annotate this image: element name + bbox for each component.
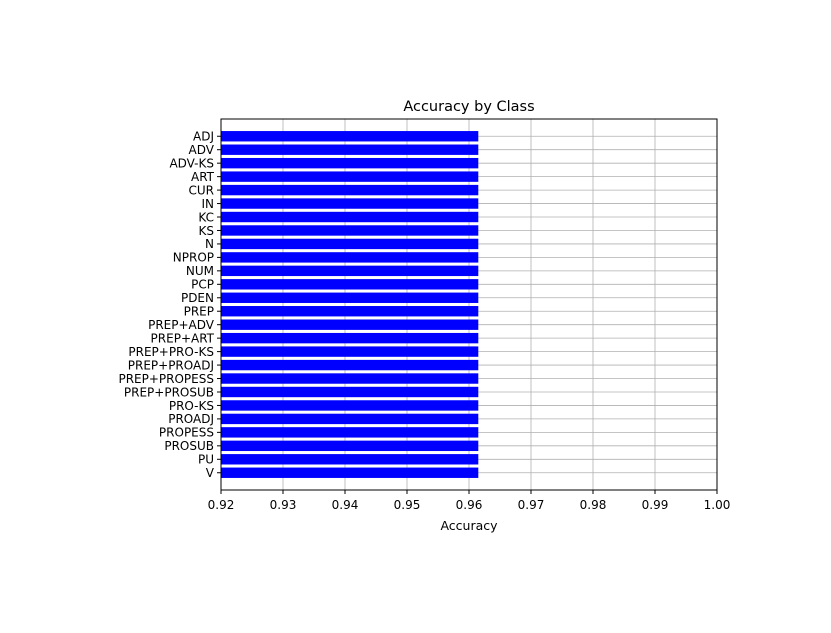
bar-prep (221, 306, 479, 317)
y-tick-label: NPROP (173, 251, 214, 265)
x-tick-layer: 0.92 0.93 0.94 0.95 0.96 0.97 0.98 0.99 1.00 (208, 490, 731, 512)
y-tick-label: CUR (189, 183, 215, 197)
y-tick-label: ADV-KS (169, 156, 214, 170)
y-tick-label: PREP+PRO-KS (128, 345, 214, 359)
bar-prosub (221, 440, 479, 452)
bar-v (221, 467, 479, 478)
y-tick-label: PREP+PROADJ (128, 358, 214, 372)
bar-pcp (221, 279, 479, 290)
x-tick-label: 0.93 (270, 498, 297, 512)
bar-prep+propess (221, 373, 479, 384)
x-tick-label: 0.97 (518, 498, 545, 512)
bar-pro-ks (221, 400, 479, 411)
bar-propess (221, 427, 479, 438)
x-tick-label: 1.00 (704, 498, 731, 512)
y-tick-label: ADJ (193, 130, 214, 144)
y-tick-label: PREP+PROPESS (118, 372, 214, 386)
x-tick-label: 0.92 (208, 498, 235, 512)
bar-cur (221, 184, 479, 196)
bar-prep+adv (221, 319, 479, 330)
y-tick-label: PROADJ (168, 412, 214, 426)
bar-num (221, 265, 479, 277)
bar-prep+prosub (221, 386, 479, 398)
y-tick-label: PROSUB (164, 439, 214, 453)
y-tick-label: PCP (191, 278, 214, 292)
bar-art (221, 171, 479, 182)
bar-pu (221, 454, 479, 465)
bar-in (221, 198, 479, 209)
y-tick-label: NUM (186, 264, 214, 278)
y-tick-label: ADV (189, 143, 215, 157)
y-tick-label: PREP (184, 305, 214, 319)
bar-nprop (221, 252, 479, 263)
y-tick-label: KC (198, 210, 214, 224)
y-tick-label: PREP+PROSUB (124, 385, 214, 399)
y-tick-label: V (206, 466, 215, 480)
y-tick-label: N (205, 237, 214, 251)
bar-prep+proadj (221, 359, 479, 371)
y-tick-label: PROPESS (159, 426, 214, 440)
bar-n (221, 238, 479, 250)
bar-kc (221, 211, 479, 223)
bar-adv-ks (221, 157, 479, 169)
bar-prep+art (221, 332, 479, 344)
y-tick-label: IN (201, 197, 214, 211)
y-tick-label: KS (199, 224, 215, 238)
bar-ks (221, 225, 479, 236)
x-tick-label: 0.94 (332, 498, 359, 512)
bar-prep+pro-ks (221, 346, 479, 357)
chart-title: Accuracy by Class (403, 99, 534, 115)
bar-adv (221, 144, 479, 155)
y-tick-layer: ADJADVADV-KSARTCURINKCKSNNPROPNUMPCPPDEN… (118, 130, 221, 480)
bar-layer (221, 131, 479, 478)
bar-pden (221, 292, 479, 303)
y-tick-label: PRO-KS (169, 399, 214, 413)
x-tick-label: 0.95 (394, 498, 421, 512)
y-tick-label: PDEN (181, 291, 214, 305)
y-tick-label: PREP+ART (151, 331, 215, 345)
bar-adj (221, 131, 479, 142)
y-tick-label: PU (198, 453, 214, 467)
bar-proadj (221, 413, 479, 425)
x-axis-label: Accuracy (440, 518, 498, 533)
x-tick-label: 0.99 (642, 498, 669, 512)
x-tick-label: 0.98 (580, 498, 607, 512)
y-tick-label: ART (191, 170, 215, 184)
x-tick-label: 0.96 (456, 498, 483, 512)
y-tick-label: PREP+ADV (148, 318, 215, 332)
